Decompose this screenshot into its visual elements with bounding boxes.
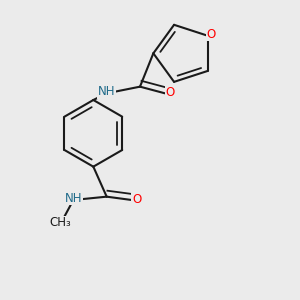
Text: CH₃: CH₃ [49,216,71,229]
Text: O: O [165,86,175,99]
Text: O: O [132,194,141,206]
Text: O: O [206,28,216,40]
Text: NH: NH [64,192,82,205]
Text: NH: NH [98,85,116,98]
